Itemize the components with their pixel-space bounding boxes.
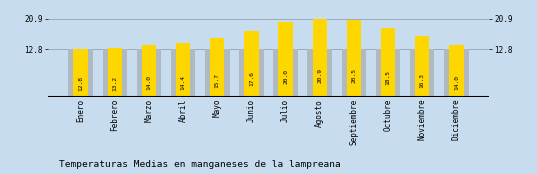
Bar bbox=[376, 49, 401, 97]
Text: 20.5: 20.5 bbox=[351, 68, 357, 83]
Text: Temperaturas Medias en manganeses de la lampreana: Temperaturas Medias en manganeses de la … bbox=[59, 160, 341, 169]
Text: 20.0: 20.0 bbox=[283, 69, 288, 84]
Bar bbox=[410, 49, 434, 97]
Bar bbox=[342, 49, 366, 97]
Text: 13.2: 13.2 bbox=[112, 76, 117, 91]
Bar bbox=[103, 49, 127, 97]
Bar bbox=[381, 28, 395, 97]
Text: 18.5: 18.5 bbox=[386, 70, 390, 85]
Bar bbox=[278, 22, 293, 97]
Bar bbox=[176, 43, 190, 97]
Bar bbox=[68, 49, 93, 97]
Bar bbox=[107, 48, 122, 97]
Text: 20.9: 20.9 bbox=[317, 68, 322, 83]
Bar bbox=[308, 49, 332, 97]
Bar bbox=[244, 31, 259, 97]
Text: 14.0: 14.0 bbox=[454, 75, 459, 90]
Bar bbox=[444, 49, 469, 97]
Text: 14.0: 14.0 bbox=[147, 75, 151, 90]
Text: 17.6: 17.6 bbox=[249, 71, 254, 86]
Bar bbox=[313, 19, 327, 97]
Bar bbox=[449, 45, 463, 97]
Bar bbox=[171, 49, 195, 97]
Text: 12.8: 12.8 bbox=[78, 76, 83, 91]
Bar bbox=[210, 38, 224, 97]
Bar bbox=[273, 49, 298, 97]
Bar bbox=[239, 49, 264, 97]
Bar bbox=[142, 45, 156, 97]
Bar bbox=[136, 49, 161, 97]
Text: 15.7: 15.7 bbox=[215, 73, 220, 88]
Text: 16.3: 16.3 bbox=[420, 73, 425, 88]
Text: 14.4: 14.4 bbox=[180, 75, 186, 90]
Bar bbox=[347, 20, 361, 97]
Bar bbox=[205, 49, 229, 97]
Bar bbox=[74, 49, 88, 97]
Bar bbox=[415, 36, 430, 97]
